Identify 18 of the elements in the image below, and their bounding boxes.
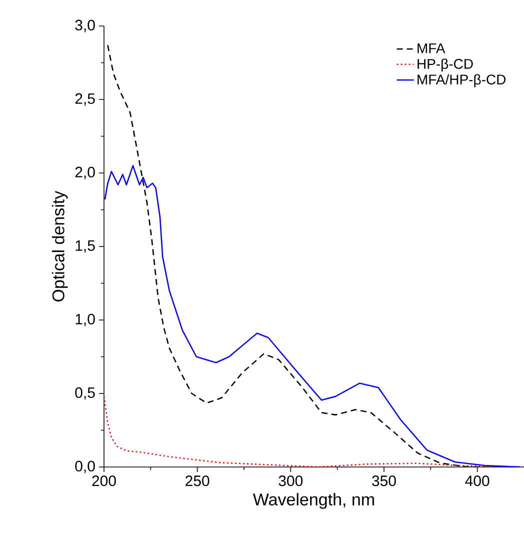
line-series bbox=[104, 165, 521, 467]
legend-label: MFA/HP-β-CD bbox=[418, 74, 506, 88]
legend-label: HP-β-CD bbox=[418, 58, 473, 72]
x-tick-label: 250 bbox=[186, 476, 210, 486]
y-tick-label: 0,0 bbox=[75, 460, 95, 474]
x-tick-label: 400 bbox=[465, 476, 490, 486]
y-tick-label: 1,5 bbox=[76, 240, 95, 253]
y-tick-label: 2,0 bbox=[75, 166, 95, 180]
y-tick-label: 2,5 bbox=[75, 93, 95, 106]
x-axis-title: Wavelength, nm bbox=[252, 493, 374, 509]
y-tick-label: 0,5 bbox=[75, 387, 95, 400]
x-tick-label: 200 bbox=[92, 476, 116, 486]
y-tick-label: 3,0 bbox=[75, 20, 95, 32]
y-tick-label: 1,0 bbox=[76, 314, 95, 326]
x-tick-label: 300 bbox=[278, 476, 303, 486]
x-tick-label: 350 bbox=[372, 476, 396, 486]
legend-label: MFA bbox=[418, 43, 446, 54]
y-axis-title: Optical density bbox=[52, 190, 68, 302]
